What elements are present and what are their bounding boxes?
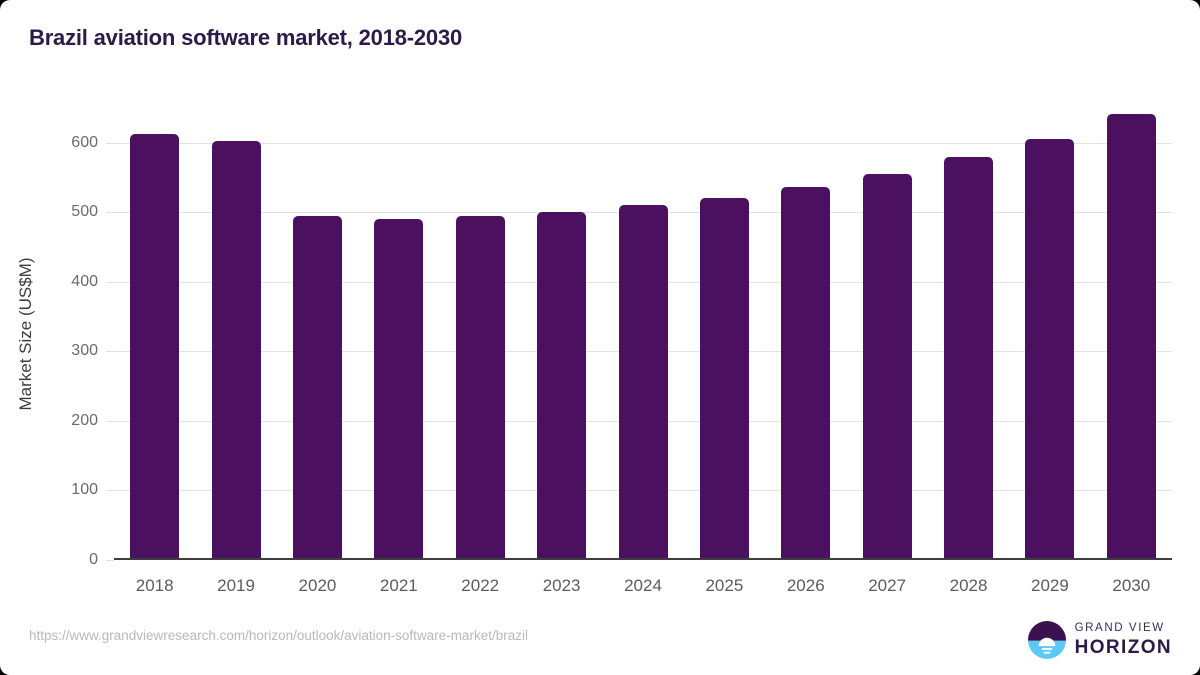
bar[interactable] [699,197,749,560]
source-url[interactable]: https://www.grandviewresearch.com/horizo… [29,628,528,643]
x-axis-tick-label: 2018 [135,576,174,595]
x-axis-tick-label: 2021 [379,576,418,595]
x-axis-tick-label: 2026 [786,576,825,595]
x-axis-tick-label: 2023 [542,576,581,595]
bar[interactable] [862,174,912,560]
y-axis-title: Market Size (US$M) [16,257,35,411]
y-axis-tick-mark [106,490,114,492]
bar[interactable] [618,205,668,560]
logo-wordmark: GRAND VIEW HORIZON [1075,623,1172,657]
bar[interactable] [130,133,180,560]
y-axis-tick-label: 300 [71,342,98,360]
page-title: Brazil aviation software market, 2018-20… [29,25,463,50]
y-axis-tick-mark [106,560,114,561]
y-axis-tick-label: 0 [89,551,98,568]
bar[interactable] [781,186,831,560]
gridline [114,142,1172,144]
bar[interactable] [211,140,261,560]
y-axis-tick-label: 600 [71,133,98,151]
x-axis-tick-label: 2020 [298,576,337,595]
bar[interactable] [374,218,424,560]
x-axis-tick-label: 2027 [868,576,907,595]
x-axis-tick-label: 2029 [1031,576,1069,595]
y-axis-tick-mark [106,420,114,422]
x-axis-tick-label: 2022 [461,576,500,595]
bar[interactable] [1106,114,1156,560]
bar[interactable] [944,157,994,560]
logo-line-horizon: HORIZON [1074,636,1172,658]
horizon-circle-icon [1027,621,1066,659]
x-axis-tick-label: 2028 [949,576,988,595]
brand-logo[interactable]: GRAND VIEW HORIZON [1027,621,1172,659]
bar[interactable] [455,216,505,560]
bar[interactable] [537,211,587,560]
x-axis-tick-label: 2025 [705,576,744,595]
y-axis-tick-label: 400 [71,272,98,290]
y-axis-tick-mark [106,351,114,353]
y-axis-tick-mark [106,281,114,283]
y-axis-tick-mark [106,142,114,144]
y-axis-tick-mark [106,212,114,214]
y-axis-tick-label: 200 [71,411,98,429]
y-axis-tick-label: 100 [71,481,98,499]
bar[interactable] [292,216,342,560]
x-axis-tick-label: 2024 [624,576,662,595]
x-axis-line [114,558,1172,560]
plot-area: 0 100 200 300 400 500 600 2018 2019 2020 2021 2022… [71,108,1172,595]
x-axis-tick-label: 2019 [217,576,255,595]
logo-line-grand-view: GRAND VIEW [1074,622,1165,635]
y-axis-tick-label: 500 [71,203,98,221]
bar[interactable] [1025,138,1075,560]
x-axis-tick-label: 2030 [1112,576,1151,595]
